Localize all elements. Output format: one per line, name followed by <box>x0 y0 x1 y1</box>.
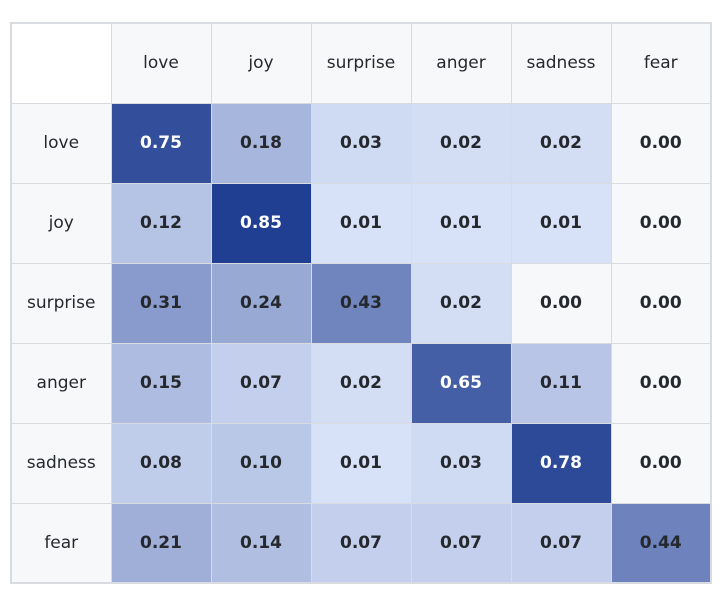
matrix-cell: 0.15 <box>110 342 212 424</box>
matrix-cell: 0.00 <box>610 182 712 264</box>
matrix-row: sadness 0.08 0.10 0.01 0.03 0.78 0.00 <box>10 422 712 504</box>
matrix-body: love 0.75 0.18 0.03 0.02 0.02 0.00 joy 0.12 0.85 0… <box>10 102 712 584</box>
matrix-cell: 0.43 <box>310 262 412 344</box>
matrix-cell: 0.18 <box>210 102 312 184</box>
row-header: anger <box>10 342 112 424</box>
matrix-cell: 0.08 <box>110 422 212 504</box>
matrix-cell: 0.14 <box>210 502 312 584</box>
matrix-cell: 0.10 <box>210 422 312 504</box>
col-header: surprise <box>310 22 412 104</box>
matrix-cell: 0.00 <box>610 262 712 344</box>
matrix-row: fear 0.21 0.14 0.07 0.07 0.07 0.44 <box>10 502 712 584</box>
col-header: anger <box>410 22 512 104</box>
matrix-row: anger 0.15 0.07 0.02 0.65 0.11 0.00 <box>10 342 712 424</box>
col-header: sadness <box>510 22 612 104</box>
matrix-cell: 0.21 <box>110 502 212 584</box>
matrix-cell: 0.00 <box>610 102 712 184</box>
matrix-cell: 0.01 <box>310 422 412 504</box>
matrix-cell: 0.02 <box>410 262 512 344</box>
matrix-cell: 0.24 <box>210 262 312 344</box>
matrix-cell: 0.78 <box>510 422 612 504</box>
matrix-cell: 0.07 <box>210 342 312 424</box>
row-header: joy <box>10 182 112 264</box>
col-header: fear <box>610 22 712 104</box>
matrix-row: surprise 0.31 0.24 0.43 0.02 0.00 0.00 <box>10 262 712 344</box>
matrix-cell: 0.00 <box>610 422 712 504</box>
matrix-cell: 0.85 <box>210 182 312 264</box>
matrix-cell: 0.01 <box>510 182 612 264</box>
matrix-cell: 0.07 <box>410 502 512 584</box>
confusion-matrix: love joy surprise anger sadness fear lov… <box>10 22 712 584</box>
matrix-cell: 0.31 <box>110 262 212 344</box>
row-header: surprise <box>10 262 112 344</box>
matrix-cell: 0.11 <box>510 342 612 424</box>
matrix-cell: 0.65 <box>410 342 512 424</box>
row-header: love <box>10 102 112 184</box>
matrix-cell: 0.02 <box>310 342 412 424</box>
matrix-cell: 0.03 <box>310 102 412 184</box>
matrix-cell: 0.02 <box>410 102 512 184</box>
matrix-cell: 0.75 <box>110 102 212 184</box>
header-row: love joy surprise anger sadness fear <box>10 22 712 104</box>
matrix-row: joy 0.12 0.85 0.01 0.01 0.01 0.00 <box>10 182 712 264</box>
corner-cell <box>10 22 112 104</box>
row-header: sadness <box>10 422 112 504</box>
matrix-cell: 0.44 <box>610 502 712 584</box>
matrix-cell: 0.00 <box>510 262 612 344</box>
col-header: joy <box>210 22 312 104</box>
matrix-cell: 0.02 <box>510 102 612 184</box>
matrix-row: love 0.75 0.18 0.03 0.02 0.02 0.00 <box>10 102 712 184</box>
matrix-cell: 0.01 <box>410 182 512 264</box>
matrix-cell: 0.03 <box>410 422 512 504</box>
matrix-cell: 0.07 <box>310 502 412 584</box>
matrix-cell: 0.01 <box>310 182 412 264</box>
matrix-cell: 0.12 <box>110 182 212 264</box>
matrix-cell: 0.00 <box>610 342 712 424</box>
matrix-cell: 0.07 <box>510 502 612 584</box>
col-header: love <box>110 22 212 104</box>
row-header: fear <box>10 502 112 584</box>
